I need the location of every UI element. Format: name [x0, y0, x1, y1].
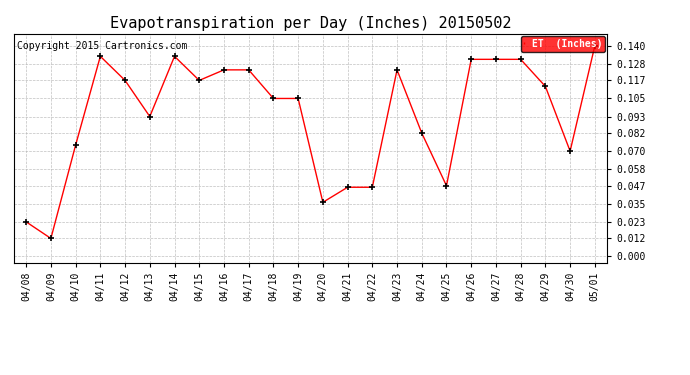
Text: Copyright 2015 Cartronics.com: Copyright 2015 Cartronics.com	[17, 40, 187, 51]
Legend: ET  (Inches): ET (Inches)	[521, 36, 605, 51]
Title: Evapotranspiration per Day (Inches) 20150502: Evapotranspiration per Day (Inches) 2015…	[110, 16, 511, 31]
